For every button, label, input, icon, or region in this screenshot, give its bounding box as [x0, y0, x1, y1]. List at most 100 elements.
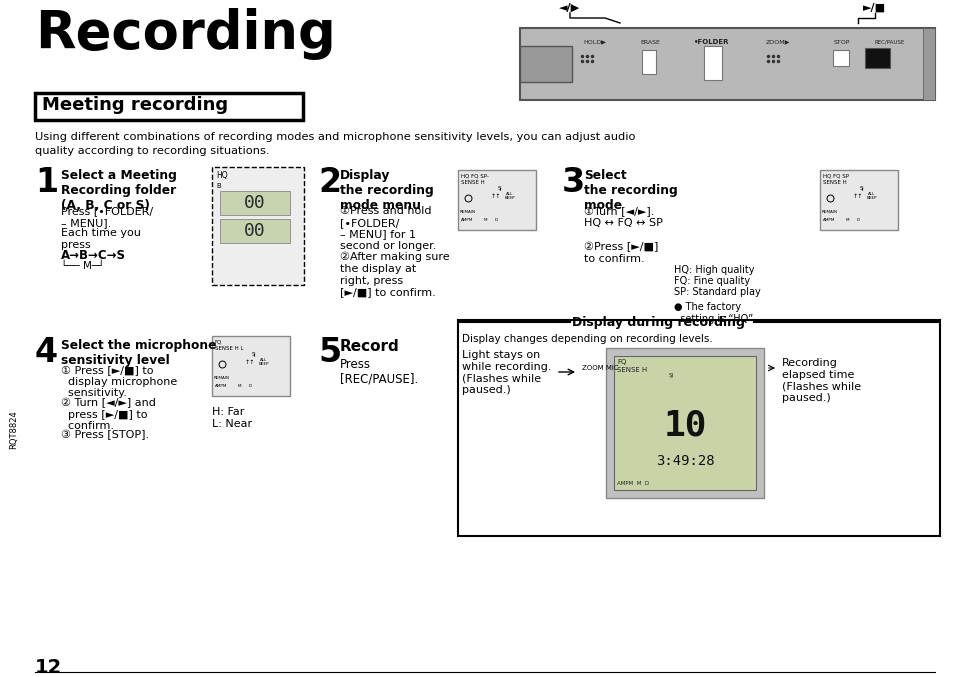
- Bar: [220, 191, 290, 215]
- Text: ZOOM MIC: ZOOM MIC: [581, 365, 618, 371]
- Bar: [614, 356, 755, 490]
- Text: D: D: [495, 218, 497, 222]
- Text: 5: 5: [317, 336, 341, 369]
- Text: AMPM  M  D: AMPM M D: [617, 481, 648, 486]
- Text: REMAIN: REMAIN: [821, 210, 837, 214]
- Bar: [457, 320, 939, 536]
- Bar: [820, 170, 897, 230]
- Text: Record: Record: [339, 339, 399, 354]
- Text: D: D: [856, 218, 860, 222]
- Text: Press [•FOLDER/
– MENU].: Press [•FOLDER/ – MENU].: [61, 206, 153, 227]
- Text: ↑↑: ↑↑: [852, 194, 862, 198]
- Text: 4: 4: [35, 336, 58, 369]
- Text: SENSE H L: SENSE H L: [214, 346, 243, 351]
- Text: B: B: [215, 183, 220, 189]
- Bar: [864, 48, 889, 68]
- Text: HOLD▶: HOLD▶: [583, 39, 606, 45]
- Text: SENSE H: SENSE H: [460, 180, 484, 185]
- Text: FQ: Fine quality: FQ: Fine quality: [673, 276, 749, 286]
- Text: D: D: [249, 384, 252, 388]
- Text: 00: 00: [244, 194, 266, 212]
- Text: 1: 1: [35, 166, 58, 199]
- Text: ②After making sure
the display at
right, press
[►/■] to confirm.: ②After making sure the display at right,…: [339, 252, 449, 297]
- Text: HQ: High quality: HQ: High quality: [673, 265, 754, 275]
- Bar: [832, 50, 848, 66]
- Text: Select the microphone
sensitivity level: Select the microphone sensitivity level: [61, 339, 216, 367]
- Text: ALL
BEEP: ALL BEEP: [504, 192, 515, 200]
- Text: ALL
BEEP: ALL BEEP: [865, 192, 877, 200]
- Text: SJ: SJ: [668, 373, 674, 378]
- Text: HQ FQ SP-: HQ FQ SP-: [460, 173, 488, 178]
- Text: ZOOM▶: ZOOM▶: [765, 39, 789, 45]
- Text: SP: Standard play: SP: Standard play: [673, 287, 760, 297]
- Bar: [220, 219, 290, 243]
- Text: AMPM: AMPM: [460, 218, 473, 222]
- Text: Each time you
press: Each time you press: [61, 228, 141, 250]
- Text: ① Press [►/■] to
  display microphone
  sensitivity.: ① Press [►/■] to display microphone sens…: [61, 365, 177, 398]
- Bar: [519, 46, 572, 82]
- Text: A→B→C→S: A→B→C→S: [61, 249, 126, 262]
- Text: REC/PAUSE: REC/PAUSE: [874, 39, 904, 45]
- Text: ② Turn [◄/►] and
  press [►/■] to
  confirm.: ② Turn [◄/►] and press [►/■] to confirm.: [61, 398, 155, 431]
- Text: Display during recording: Display during recording: [572, 316, 744, 329]
- Text: ↑↑: ↑↑: [490, 194, 500, 198]
- Text: FQ: FQ: [214, 339, 222, 344]
- Text: 00: 00: [244, 222, 266, 240]
- Text: REMAIN: REMAIN: [459, 210, 476, 214]
- Text: Meeting recording: Meeting recording: [42, 96, 228, 114]
- Text: ③ Press [STOP].: ③ Press [STOP].: [61, 430, 149, 440]
- Text: ● The factory
  setting is “HQ”.: ● The factory setting is “HQ”.: [673, 302, 756, 324]
- Bar: [923, 28, 934, 100]
- Bar: [35, 93, 303, 120]
- Text: HQ: HQ: [215, 171, 228, 180]
- Text: SENSE H: SENSE H: [822, 180, 846, 185]
- Bar: [212, 167, 304, 285]
- Text: 3: 3: [561, 166, 584, 199]
- Text: 3:49:28: 3:49:28: [655, 454, 714, 468]
- Text: REMAIN: REMAIN: [213, 376, 230, 380]
- Text: HQ FQ SP: HQ FQ SP: [822, 173, 848, 178]
- Text: M: M: [483, 218, 487, 222]
- Text: FQ: FQ: [617, 359, 626, 365]
- Text: Select
the recording
mode: Select the recording mode: [583, 169, 677, 212]
- Text: quality according to recording situations.: quality according to recording situation…: [35, 146, 269, 156]
- Text: ◄/▶: ◄/▶: [558, 3, 580, 13]
- Text: 10: 10: [662, 409, 706, 443]
- Text: M: M: [237, 384, 241, 388]
- Text: Recording: Recording: [35, 8, 335, 60]
- Bar: [703, 46, 721, 80]
- Text: Recording
elapsed time
(Flashes while
paused.): Recording elapsed time (Flashes while pa…: [781, 358, 861, 403]
- Text: Display
the recording
mode menu: Display the recording mode menu: [339, 169, 434, 212]
- Bar: [641, 50, 656, 74]
- Text: Select a Meeting
Recording folder
(A, B, C or S): Select a Meeting Recording folder (A, B,…: [61, 169, 176, 212]
- Text: STOP: STOP: [833, 39, 849, 45]
- Text: ↑↑: ↑↑: [245, 359, 255, 364]
- Text: SJ: SJ: [497, 186, 502, 191]
- Text: SENSE H: SENSE H: [617, 367, 646, 373]
- Text: ②Press [►/■]
to confirm.: ②Press [►/■] to confirm.: [583, 242, 658, 264]
- Text: ERASE: ERASE: [639, 39, 659, 45]
- Text: Display changes depending on recording levels.: Display changes depending on recording l…: [461, 334, 712, 344]
- Bar: [519, 28, 934, 100]
- Text: AMPM: AMPM: [822, 218, 835, 222]
- Text: └── M─┘: └── M─┘: [61, 261, 104, 271]
- Text: H: Far
L: Near: H: Far L: Near: [212, 407, 252, 429]
- Text: ①Turn [◄/►].
HQ ↔ FQ ↔ SP: ①Turn [◄/►]. HQ ↔ FQ ↔ SP: [583, 206, 662, 227]
- Text: SJ: SJ: [252, 352, 256, 357]
- Bar: [212, 336, 290, 396]
- Bar: [605, 348, 763, 498]
- Text: •FOLDER: •FOLDER: [694, 39, 729, 45]
- Text: ①Press and hold
[•FOLDER/
– MENU] for 1
second or longer.: ①Press and hold [•FOLDER/ – MENU] for 1 …: [339, 206, 436, 250]
- Text: M: M: [845, 218, 848, 222]
- Text: ►/■: ►/■: [862, 3, 885, 13]
- Text: 2: 2: [317, 166, 341, 199]
- Text: Using different combinations of recording modes and microphone sensitivity level: Using different combinations of recordin…: [35, 132, 635, 142]
- Text: 12: 12: [35, 658, 62, 677]
- Text: ALL
BEEP: ALL BEEP: [258, 357, 269, 366]
- Text: Press
[REC/PAUSE].: Press [REC/PAUSE].: [339, 358, 417, 386]
- Text: RQT8824: RQT8824: [10, 411, 18, 450]
- Text: Light stays on
while recording.
(Flashes while
paused.): Light stays on while recording. (Flashes…: [461, 350, 551, 395]
- Bar: [457, 170, 536, 230]
- Text: AMPM: AMPM: [214, 384, 227, 388]
- Text: SJ: SJ: [859, 186, 863, 191]
